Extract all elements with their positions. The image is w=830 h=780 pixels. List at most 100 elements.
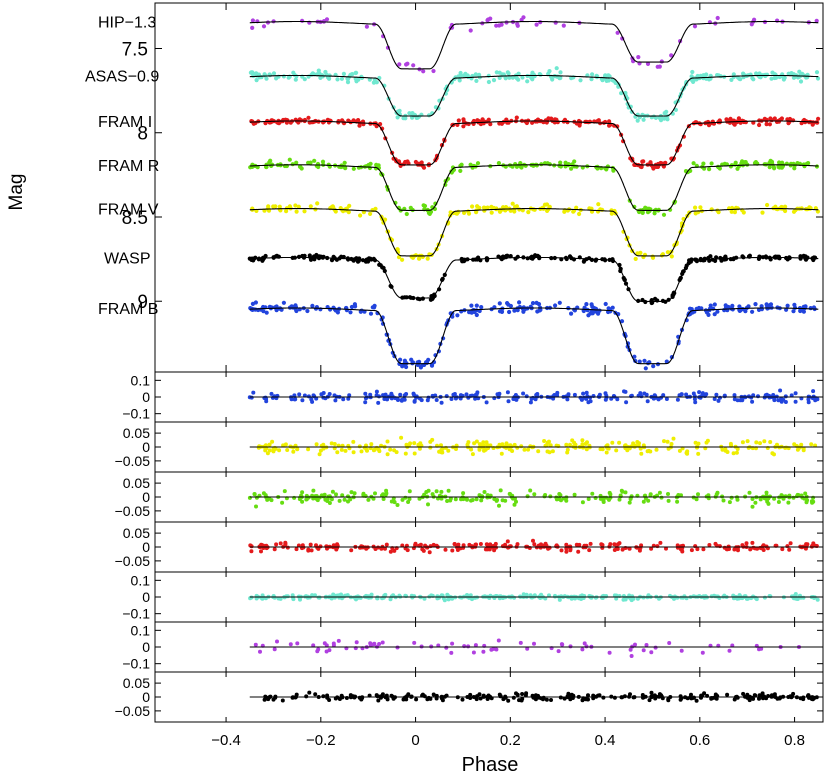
data-point <box>507 309 512 315</box>
residual-point <box>399 435 404 440</box>
data-point <box>250 70 255 75</box>
data-point <box>515 23 520 28</box>
residual-point <box>639 543 644 548</box>
residual-point <box>452 392 457 396</box>
data-point <box>534 22 539 27</box>
residual-point <box>692 397 697 402</box>
data-point <box>302 209 307 214</box>
data-point <box>351 118 356 123</box>
data-point <box>538 72 543 77</box>
residual-point <box>789 393 794 398</box>
data-point <box>497 309 503 314</box>
data-point <box>526 210 531 215</box>
residual-y-tick-label: −0.1 <box>122 656 150 672</box>
residual-point <box>645 399 650 404</box>
residual-point <box>764 392 769 397</box>
data-point <box>342 160 347 165</box>
data-point <box>474 303 479 308</box>
residual-point <box>635 440 640 444</box>
residual-point <box>373 491 377 496</box>
residual-point <box>511 695 516 700</box>
residual-point <box>539 592 544 597</box>
data-point <box>783 208 788 214</box>
data-point <box>518 161 523 166</box>
data-point <box>590 72 595 77</box>
residual-point <box>371 448 376 453</box>
data-point <box>751 77 756 82</box>
residual-point <box>461 497 466 502</box>
residual-point <box>359 449 364 454</box>
residual-point <box>424 490 429 494</box>
residual-point <box>623 490 628 495</box>
data-point <box>360 120 366 125</box>
residual-point <box>649 690 654 695</box>
series-fram-i <box>249 115 821 171</box>
residual-point <box>465 497 469 502</box>
data-point <box>514 164 520 169</box>
data-point <box>400 364 405 369</box>
residual-y-tick-label: 0 <box>142 439 150 455</box>
data-point <box>404 62 409 67</box>
data-point <box>351 166 356 171</box>
residual-point <box>603 594 608 599</box>
residual-point <box>263 448 268 453</box>
residual-panels: 0.10−0.10.050−0.050.050−0.050.050−0.050.… <box>115 371 824 723</box>
data-point <box>775 207 780 212</box>
residual-point <box>259 549 263 554</box>
data-point <box>397 62 402 67</box>
data-point <box>402 358 407 363</box>
residual-point <box>512 442 517 447</box>
residual-point <box>313 692 318 697</box>
data-point <box>395 247 400 252</box>
residual-point <box>620 547 625 552</box>
residual-point <box>425 697 430 702</box>
residual-point <box>539 542 543 547</box>
residual-point <box>791 495 796 500</box>
residual-point <box>695 547 700 552</box>
data-point <box>603 73 608 78</box>
data-point <box>475 204 480 209</box>
data-point <box>517 207 522 212</box>
residual-point <box>340 493 345 498</box>
data-point <box>475 118 480 123</box>
data-point <box>712 302 717 307</box>
data-point <box>609 211 614 216</box>
data-point <box>407 111 412 116</box>
residual-point <box>793 592 798 596</box>
residual-point <box>295 641 300 646</box>
data-point <box>254 78 259 83</box>
residual-point <box>627 500 632 505</box>
data-point <box>396 255 402 260</box>
data-point <box>477 72 482 77</box>
residual-point <box>331 592 336 597</box>
y-axis-label: Mag <box>6 174 27 211</box>
residual-point <box>781 496 786 501</box>
model-curve <box>249 307 819 365</box>
data-point <box>653 296 658 301</box>
data-point <box>690 69 695 75</box>
data-point <box>737 76 742 81</box>
residual-point <box>384 542 389 547</box>
data-point <box>584 302 589 307</box>
residual-point <box>729 495 734 500</box>
residual-point <box>547 593 551 598</box>
residual-point <box>526 447 531 452</box>
data-point <box>764 122 769 127</box>
residual-point <box>422 596 427 601</box>
data-point <box>604 78 609 83</box>
residual-point <box>813 398 818 403</box>
residual-point <box>641 648 646 653</box>
data-point <box>651 166 656 171</box>
residual-point <box>265 495 269 500</box>
data-point <box>486 73 491 78</box>
residual-point <box>278 541 283 546</box>
data-point <box>410 255 416 260</box>
residual-point <box>694 497 699 502</box>
residual-point <box>549 698 553 702</box>
residual-point <box>336 638 341 643</box>
residual-point <box>529 396 534 401</box>
residual-point <box>652 693 657 698</box>
residual-point <box>584 447 589 452</box>
residual-point <box>649 650 654 655</box>
residual-point <box>725 692 730 697</box>
